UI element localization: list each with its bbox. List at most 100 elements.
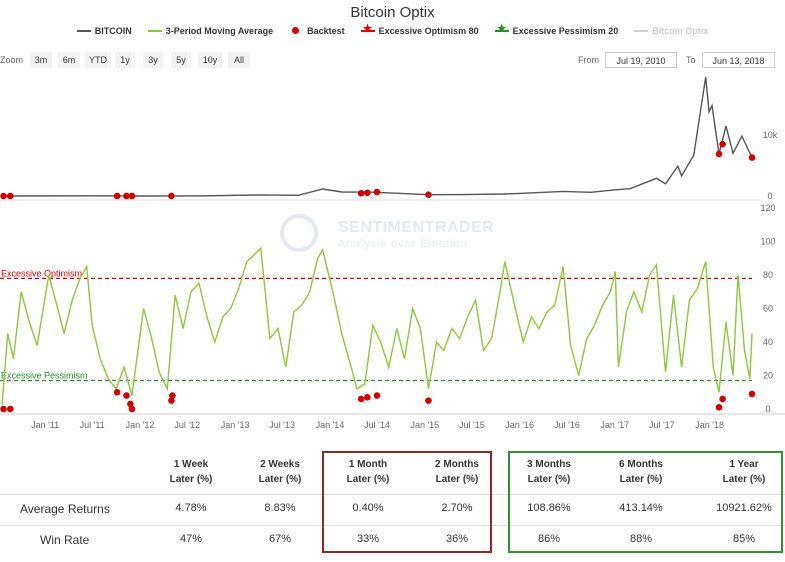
zoom-button-5y[interactable]: 5y <box>171 52 191 68</box>
from-date-input[interactable]: Jul 19, 2010 <box>605 52 677 68</box>
optix-backtest-point <box>127 400 134 408</box>
x-tick-label: Jan '13 <box>221 420 250 430</box>
x-tick-label: Jul '12 <box>174 420 200 430</box>
optix-backtest-point <box>719 395 726 403</box>
watermark-subtitle: Analysis over Emotion <box>338 238 468 250</box>
x-tick-label: Jan '17 <box>600 420 629 430</box>
optix-moving-average-line <box>1 246 753 406</box>
to-label: To <box>686 55 696 65</box>
price-backtest-point <box>715 150 723 158</box>
optix-y-tick-label: 40 <box>763 337 773 347</box>
optix-backtest-point <box>7 405 14 413</box>
table-cell: 47% <box>179 533 203 545</box>
row-label: Average Returns <box>20 502 110 516</box>
optix-backtest-point <box>128 405 136 413</box>
col-header: 1 Year Later (%) <box>722 459 766 485</box>
watermark-logo: SENTIMENTRADER Analysis over Emotion <box>280 214 510 256</box>
optix-y-tick-label: 100 <box>760 237 775 247</box>
optix-y-tick-label: 120 <box>760 203 775 213</box>
price-backtest-point <box>113 192 121 200</box>
x-tick-label: Jan '12 <box>126 420 155 430</box>
optix-backtest-point <box>364 393 371 401</box>
legend-item-5[interactable]: Bitcoin Optix <box>634 26 708 36</box>
magnifier-icon <box>280 214 318 252</box>
x-tick-label: Jul '17 <box>649 420 675 430</box>
table-cell: 108.86% <box>527 502 571 514</box>
table-cell: 88% <box>629 533 653 545</box>
legend-label: Backtest <box>307 26 345 36</box>
zoom-label: Zoom <box>0 55 24 65</box>
table-cell: 2.70% <box>441 502 473 514</box>
legend-item-4[interactable]: ★ Excessive Pessimism 20 <box>494 23 619 36</box>
row-label: Win Rate <box>40 533 90 547</box>
highlight-box-short-term <box>322 451 492 553</box>
x-tick-label: Jan '14 <box>316 420 345 430</box>
table-cell: 85% <box>732 533 756 545</box>
zoom-button-3y[interactable]: 3y <box>143 52 163 68</box>
price-y-tick-label: 0 <box>767 191 772 201</box>
optix-backtest-point <box>748 390 756 398</box>
optix-backtest-point <box>0 405 7 413</box>
price-y-tick-label: 10k <box>763 130 778 140</box>
optix-backtest-point <box>123 392 130 399</box>
range-toolbar: Zoom 3m 6m YTD 1y 3y 5y 10y All From Jul… <box>0 52 785 70</box>
col-header: 2 Weeks Later (%) <box>258 459 302 485</box>
price-backtest-point <box>7 192 14 200</box>
legend-label: BITCOIN <box>94 26 132 36</box>
optix-backtest-point <box>357 395 365 403</box>
price-backtest-point <box>128 192 136 200</box>
legend-label: Bitcoin Optix <box>652 26 709 36</box>
returns-table: 1 Week Later (%) 2 Weeks Later (%) 1 Month… <box>0 454 785 554</box>
table-cell: 413.14% <box>619 502 663 514</box>
optix-y-tick-label: 80 <box>763 270 773 280</box>
zoom-button-3m[interactable]: 3m <box>30 52 52 68</box>
optix-y-tick-label: 0 <box>765 404 770 414</box>
x-tick-label: Jul '15 <box>459 420 485 430</box>
zoom-button-10y[interactable]: 10y <box>198 52 222 68</box>
dot-marker-icon <box>289 26 303 36</box>
price-backtest-point <box>168 192 175 200</box>
table-cell: 4.78% <box>175 502 207 514</box>
zoom-button-6m[interactable]: 6m <box>58 52 80 68</box>
x-tick-label: Jul '11 <box>80 420 105 430</box>
optix-backtest-point <box>425 397 432 404</box>
line-marker-icon <box>147 26 162 36</box>
table-row: Average Returns 4.78% 8.83% 0.40% 2.70% … <box>0 494 785 524</box>
legend-item-0[interactable]: BITCOIN <box>76 26 132 36</box>
legend-item-1[interactable]: 3-Period Moving Average <box>147 26 274 36</box>
zoom-button-1y[interactable]: 1y <box>115 52 135 68</box>
optix-backtest-point <box>169 392 176 399</box>
legend-item-2[interactable]: Backtest <box>289 26 345 36</box>
legend-label: 3-Period Moving Average <box>165 26 274 36</box>
col-header: 3 Months Later (%) <box>527 459 571 485</box>
x-tick-label: Jul '13 <box>269 420 295 430</box>
star-marker-icon: ★ <box>494 23 509 36</box>
col-header: 6 Months Later (%) <box>619 459 663 485</box>
price-backtest-point <box>123 192 130 200</box>
optix-backtest-point <box>168 397 175 404</box>
highlight-box-long-term <box>508 451 783 553</box>
zoom-button-ytd[interactable]: YTD <box>85 52 111 68</box>
legend: BITCOIN 3-Period Moving Average Backtest ★ E… <box>0 23 785 36</box>
optix-y-tick-label: 20 <box>763 371 773 381</box>
price-backtest-point <box>373 188 381 196</box>
x-tick-label: Jul '16 <box>554 420 580 430</box>
x-tick-label: Jan '16 <box>505 420 534 430</box>
star-marker-icon: ★ <box>360 23 375 36</box>
from-label: From <box>578 55 599 65</box>
excessive-optimism-label: Excessive Optimism <box>1 268 82 278</box>
to-date-input[interactable]: Jun 13, 2018 <box>702 52 775 68</box>
table-cell: 10921.62% <box>716 502 772 514</box>
watermark-title: SENTIMENTRADER <box>338 219 495 236</box>
table-cell: 0.40% <box>352 502 384 514</box>
col-header: 1 Month Later (%) <box>346 459 390 485</box>
optix-y-tick-label: 60 <box>763 304 773 314</box>
zoom-button-all[interactable]: All <box>228 52 250 68</box>
optix-backtest-point <box>113 388 121 396</box>
legend-label: Excessive Pessimism 20 <box>512 26 619 36</box>
bitcoin-optix-chart: 0 10k 0 20 40 60 80 100 120 Jan '11 Jul '11 Jan '12… <box>0 76 785 430</box>
x-tick-label: Jan '15 <box>410 420 439 430</box>
legend-item-3[interactable]: ★ Excessive Optimism 80 <box>360 23 479 36</box>
x-tick-label: Jan '18 <box>695 420 724 430</box>
price-backtest-point <box>0 192 7 200</box>
